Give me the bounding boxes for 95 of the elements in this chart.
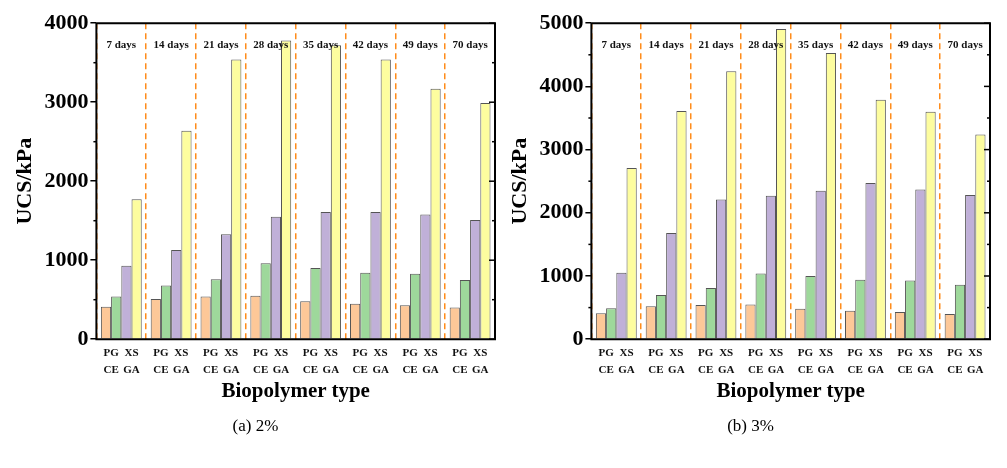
text: XS [818, 345, 833, 358]
text: GA [817, 362, 835, 375]
text: GA [422, 362, 439, 375]
series-label: XS [868, 345, 883, 358]
text: GA [967, 362, 984, 375]
x-tick-label: 21 days [698, 38, 735, 51]
text: XS [768, 345, 784, 358]
text: XS [124, 345, 139, 358]
text: PG [698, 345, 714, 358]
text: GA [917, 362, 934, 375]
text: XS [273, 345, 289, 358]
text: PG [648, 345, 664, 358]
text: PG [203, 345, 219, 358]
text: CE [103, 362, 119, 375]
text: CE [153, 362, 169, 375]
text: (a) 2% [231, 416, 280, 436]
x-tick-label: 42 days [847, 38, 884, 51]
text: PG [847, 345, 863, 358]
x-tick-label: 35 days [303, 38, 339, 51]
text: CE [847, 362, 863, 375]
text: CE [698, 362, 714, 375]
y-tick-label: 3000 [44, 87, 89, 113]
text: PG [402, 345, 418, 358]
text: XS [669, 345, 684, 358]
text: CE [402, 362, 418, 375]
series-label: XS [174, 345, 189, 358]
x-tick-label: 14 days [648, 38, 685, 51]
x-tick-label: 35 days [798, 38, 834, 51]
text: GA [272, 362, 290, 375]
text: PG [797, 345, 814, 358]
text: XS [423, 345, 438, 358]
text: XS [323, 345, 338, 358]
text: PG [252, 345, 269, 358]
y-tick-label: 4000 [539, 72, 584, 98]
text: CE [203, 362, 219, 375]
y-tick-label: 0 [77, 324, 89, 350]
x-tick-label: 14 days [153, 38, 190, 51]
series-label: PG [103, 345, 120, 358]
y-tick-label: 4000 [44, 8, 89, 34]
text: GA [867, 362, 884, 375]
text: CE [452, 362, 468, 375]
text: GA [322, 362, 340, 375]
text: CE [797, 362, 814, 375]
text: PG [302, 345, 319, 358]
text: XS [224, 345, 239, 358]
text: XS [373, 345, 388, 358]
y-tick-label: 5000 [539, 8, 584, 34]
text: XS [473, 345, 488, 358]
y-tick-label: 2000 [44, 166, 89, 192]
y-tick-label: 3000 [539, 135, 584, 161]
x-tick-label: 70 days [452, 38, 489, 51]
text: CE [302, 362, 319, 375]
x-tick-label: 49 days [897, 38, 934, 51]
y-tick-label: 1000 [44, 245, 89, 271]
text: PG [747, 345, 764, 358]
text: CE [897, 362, 913, 375]
y-tick-label: 2000 [539, 198, 584, 224]
text: CE [598, 362, 614, 375]
x-tick-label: 70 days [947, 38, 984, 51]
text: GA [717, 362, 735, 375]
text: XS [619, 345, 634, 358]
text: PG [153, 345, 169, 358]
text: GA [173, 362, 190, 375]
text: GA [372, 362, 389, 375]
text: GA [767, 362, 785, 375]
y-tick-label: 1000 [539, 261, 584, 287]
text: XS [719, 345, 734, 358]
text: GA [618, 362, 635, 375]
text: (b) 3% [726, 416, 775, 436]
text: XS [918, 345, 933, 358]
text: GA [222, 362, 240, 375]
x-tick-label: 42 days [352, 38, 389, 51]
text: CE [648, 362, 664, 375]
text: GA [668, 362, 685, 375]
x-axis-title: Biopolymer type [221, 377, 370, 402]
text: GA [123, 362, 140, 375]
x-tick-label: 7 days [601, 38, 632, 51]
y-axis-title: UCS/kPa [10, 137, 36, 225]
text: PG [352, 345, 368, 358]
text: PG [452, 345, 468, 358]
x-axis-title: Biopolymer type [716, 377, 865, 402]
x-tick-label: 21 days [203, 38, 240, 51]
x-tick-label: 49 days [402, 38, 439, 51]
text: CE [252, 362, 269, 375]
text: XS [968, 345, 983, 358]
x-tick-label: 7 days [106, 38, 137, 51]
text: PG [897, 345, 913, 358]
text: CE [352, 362, 368, 375]
text: CE [747, 362, 764, 375]
text: PG [947, 345, 963, 358]
text: CE [947, 362, 963, 375]
y-axis-title: UCS/kPa [505, 137, 531, 225]
text: GA [472, 362, 489, 375]
y-tick-label: 0 [572, 324, 584, 350]
series-label: PG [598, 345, 615, 358]
